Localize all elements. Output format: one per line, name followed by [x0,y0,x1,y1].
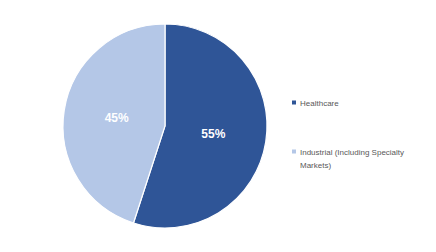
data-labels: 55% 45% [105,111,226,140]
data-label: 45% [105,111,129,125]
legend-label: Industrial (Including SpecialtyMarkets) [300,148,404,170]
pie [63,24,267,228]
legend: Healthcare Industrial (Including Specialt… [292,99,404,170]
data-label: 55% [201,127,225,141]
chart: 55% 45% Healthcare Industrial (Including Sp… [0,0,436,252]
legend-marker [292,101,296,105]
legend-marker [292,150,296,154]
legend-label: Healthcare [300,99,339,108]
pie-slice [63,24,165,223]
